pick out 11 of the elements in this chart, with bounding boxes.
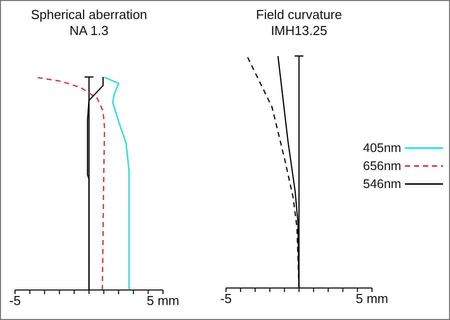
x-tick-label: -5 (220, 291, 232, 306)
x-tick-label: 5 mm (146, 293, 180, 308)
chart-title: Spherical aberration (30, 7, 148, 23)
legend-label: 546nm (363, 177, 402, 191)
x-tick-label: -5 (9, 293, 21, 308)
chart-subtitle: IMH13.25 (270, 23, 328, 39)
legend-label: 656nm (363, 159, 402, 173)
chart-subtitle: NA 1.3 (68, 23, 110, 39)
x-tick-label: 5 mm (356, 291, 388, 306)
legend-label: 405nm (363, 141, 402, 155)
chart-title: Field curvature (255, 7, 343, 23)
